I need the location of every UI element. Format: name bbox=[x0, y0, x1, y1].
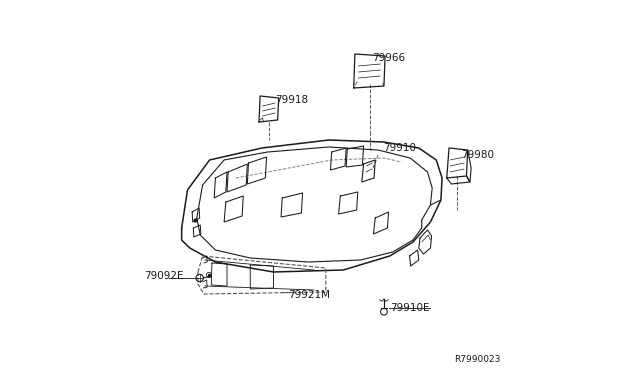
Text: R7990023: R7990023 bbox=[454, 355, 500, 364]
Text: 79910: 79910 bbox=[383, 143, 416, 153]
Text: 79092E: 79092E bbox=[145, 271, 184, 281]
Text: 79910E: 79910E bbox=[390, 303, 429, 313]
Text: 79966: 79966 bbox=[372, 53, 405, 63]
Text: 79921M: 79921M bbox=[288, 290, 330, 300]
Text: 79918: 79918 bbox=[275, 95, 308, 105]
Text: 79980: 79980 bbox=[461, 150, 493, 160]
